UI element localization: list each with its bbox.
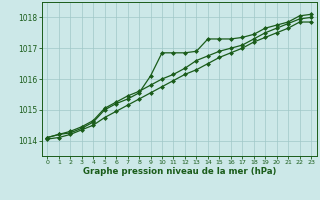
X-axis label: Graphe pression niveau de la mer (hPa): Graphe pression niveau de la mer (hPa) xyxy=(83,167,276,176)
